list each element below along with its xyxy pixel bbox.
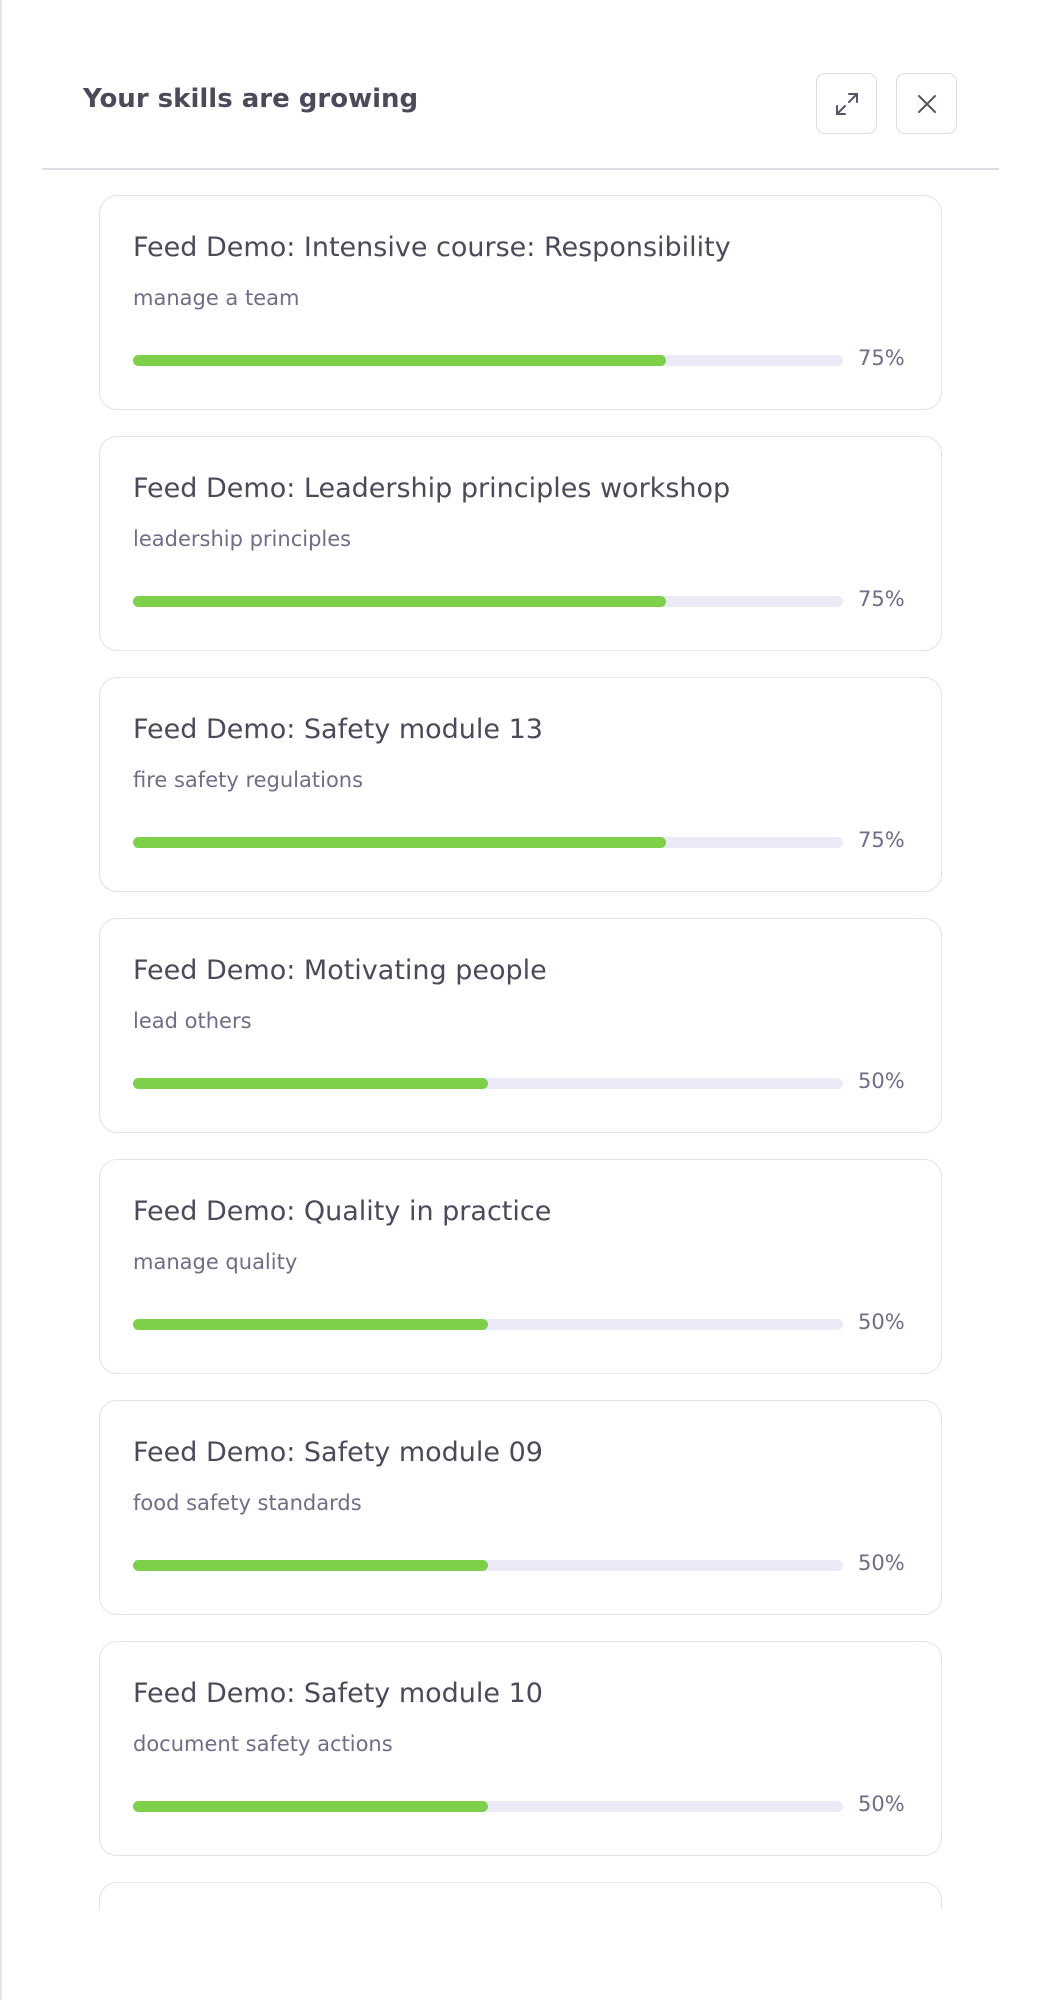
expand-icon xyxy=(835,92,858,115)
progress-label: 50% xyxy=(858,1551,905,1575)
card-skill: manage quality xyxy=(133,1250,298,1274)
progress-fill xyxy=(133,1560,488,1571)
skill-card: Feed Demo: Intensive course: Responsibil… xyxy=(99,195,942,410)
progress-label: 50% xyxy=(858,1069,905,1093)
progress-track xyxy=(133,837,843,848)
card-skill: lead others xyxy=(133,1009,252,1033)
progress-label: 75% xyxy=(858,587,905,611)
progress-track xyxy=(133,596,843,607)
card-title: Feed Demo: Safety module 09 xyxy=(133,1437,543,1468)
card-skill: fire safety regulations xyxy=(133,768,364,792)
progress-fill xyxy=(133,1801,488,1812)
progress-fill xyxy=(133,1078,488,1089)
progress-track xyxy=(133,1560,843,1571)
card-skill: food safety standards xyxy=(133,1491,362,1515)
card-title: Feed Demo: Safety module 10 xyxy=(133,1678,543,1709)
card-title: Feed Demo: Quality in practice xyxy=(133,1196,552,1227)
skill-card: Feed Demo: Quality in practice manage qua… xyxy=(99,1159,942,1374)
card-title: Feed Demo: Intensive course: Responsibil… xyxy=(133,232,731,263)
progress-fill xyxy=(133,355,666,366)
panel-edge xyxy=(0,0,2,2000)
progress-label: 75% xyxy=(858,828,905,852)
skill-list: Feed Demo: Intensive course: Responsibil… xyxy=(0,172,1040,1910)
divider xyxy=(42,168,999,170)
skill-card: Feed Demo: Leadership principles worksho… xyxy=(99,436,942,651)
progress-fill xyxy=(133,1319,488,1330)
skill-card: Feed Demo: Motivating people lead others 5… xyxy=(99,918,942,1133)
progress-track xyxy=(133,1801,843,1812)
skill-card-partial xyxy=(99,1882,942,1910)
card-skill: manage a team xyxy=(133,286,300,310)
progress-track xyxy=(133,1078,843,1089)
close-button[interactable] xyxy=(896,73,957,134)
card-title: Feed Demo: Safety module 13 xyxy=(133,714,543,745)
expand-button[interactable] xyxy=(816,73,877,134)
progress-label: 50% xyxy=(858,1310,905,1334)
progress-track xyxy=(133,1319,843,1330)
card-title: Feed Demo: Leadership principles worksho… xyxy=(133,473,731,504)
close-icon xyxy=(917,94,936,113)
skill-card: Feed Demo: Safety module 09 food safety s… xyxy=(99,1400,942,1615)
progress-fill xyxy=(133,837,666,848)
progress-label: 75% xyxy=(858,346,905,370)
panel-title: Your skills are growing xyxy=(83,84,419,114)
skill-card: Feed Demo: Safety module 10 document safe… xyxy=(99,1641,942,1856)
card-skill: leadership principles xyxy=(133,527,352,551)
progress-track xyxy=(133,355,843,366)
card-title: Feed Demo: Motivating people xyxy=(133,955,547,986)
progress-fill xyxy=(133,596,666,607)
card-skill: document safety actions xyxy=(133,1732,393,1756)
progress-label: 50% xyxy=(858,1792,905,1816)
skill-card: Feed Demo: Safety module 13 fire safety r… xyxy=(99,677,942,892)
